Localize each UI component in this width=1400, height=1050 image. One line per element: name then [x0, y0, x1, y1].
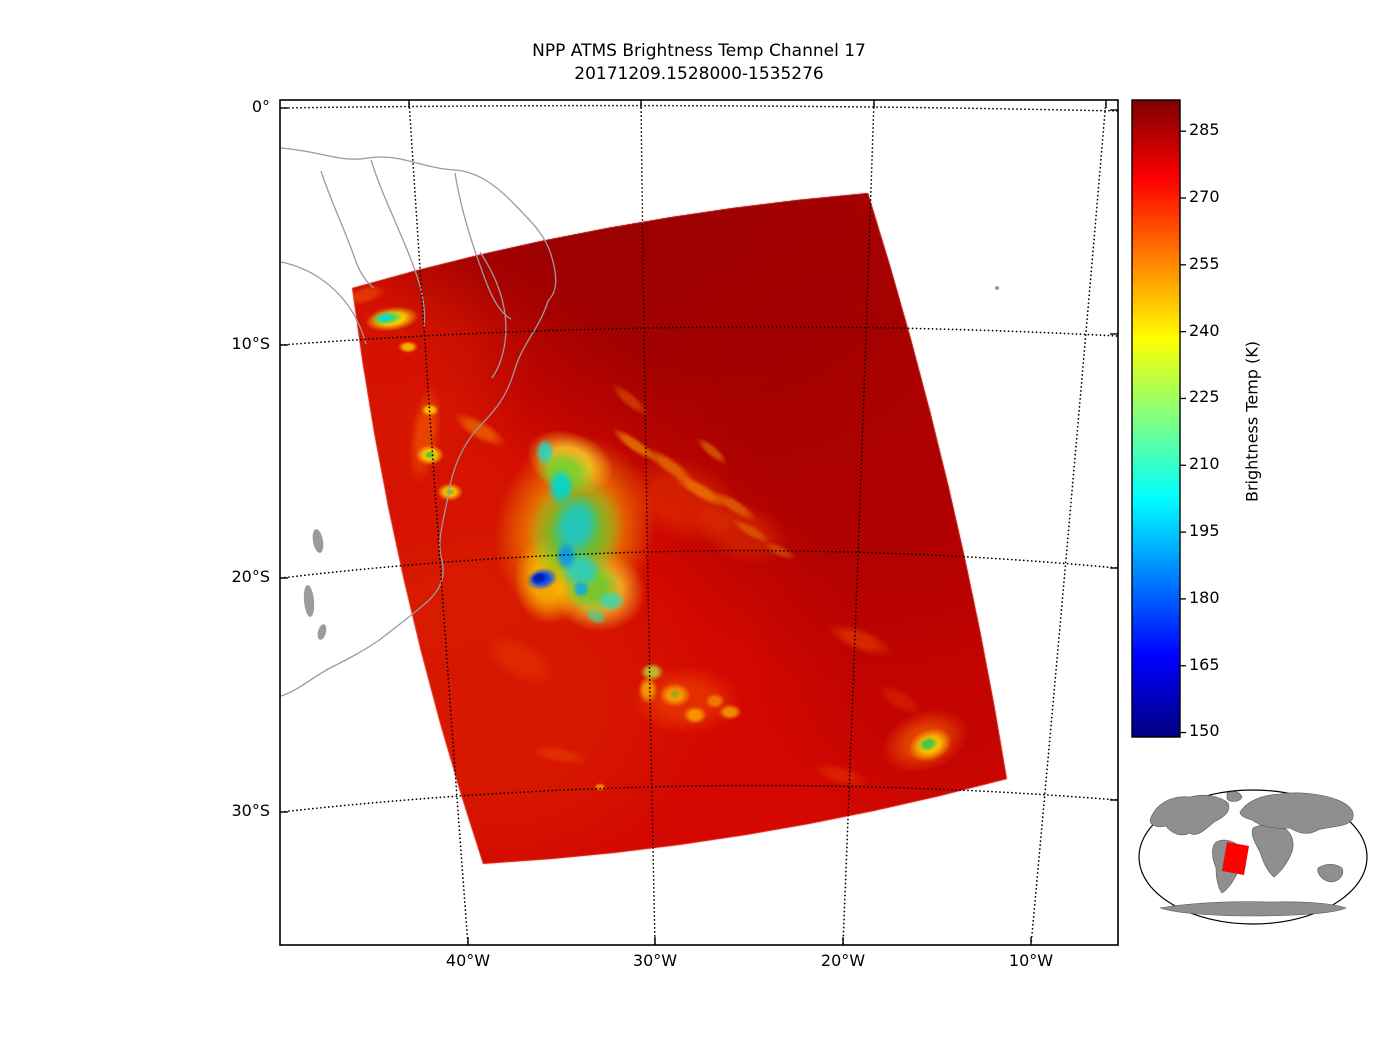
chart-subtitle: 20171209.1528000-1535276: [574, 64, 824, 84]
colorbar-tick-label: 165: [1189, 655, 1220, 674]
inset-landmass: [1239, 792, 1354, 834]
colorbar-tick-label: 150: [1189, 721, 1220, 740]
x-tick-label: 40°W: [445, 951, 491, 970]
colorbar-tick-label: 255: [1189, 254, 1220, 273]
colorbar-frame: [1131, 99, 1181, 738]
colorbar-gradient: [1132, 100, 1180, 737]
colorbar-tick-label: 225: [1189, 387, 1220, 406]
inset-swath-marker: [1222, 842, 1249, 875]
swath-heatmap: [280, 100, 1118, 945]
inset-outline: [1138, 789, 1368, 925]
colorbar-tick-label: 195: [1189, 521, 1220, 540]
x-tick-label: 30°W: [632, 951, 678, 970]
y-tick-label: 30°S: [231, 801, 270, 820]
inset-landmass: [1149, 794, 1230, 836]
inset-landmass: [1212, 839, 1243, 894]
inset-landmass: [1251, 824, 1294, 878]
x-tick-label: 20°W: [820, 951, 866, 970]
colorbar-axis-label: Brightness Temp (K): [1242, 341, 1262, 503]
inset-landmass: [1159, 901, 1347, 917]
colorbar: [1131, 99, 1186, 738]
colorbar-tick-label: 180: [1189, 588, 1220, 607]
colorbar-tick-label: 270: [1189, 187, 1220, 206]
colorbar-tick-label: 285: [1189, 120, 1220, 139]
inset-world-map: [1138, 789, 1368, 925]
y-tick-label: 20°S: [231, 567, 270, 586]
x-tick-label: 10°W: [1008, 951, 1054, 970]
y-tick-label: 10°S: [231, 334, 270, 353]
colorbar-tick-label: 240: [1189, 321, 1220, 340]
inset-landmass: [1317, 863, 1344, 883]
colorbar-tick-label: 210: [1189, 454, 1220, 473]
y-tick-label: 0°: [251, 97, 270, 116]
inset-landmass: [1226, 791, 1243, 802]
chart-title: NPP ATMS Brightness Temp Channel 17: [532, 41, 866, 61]
